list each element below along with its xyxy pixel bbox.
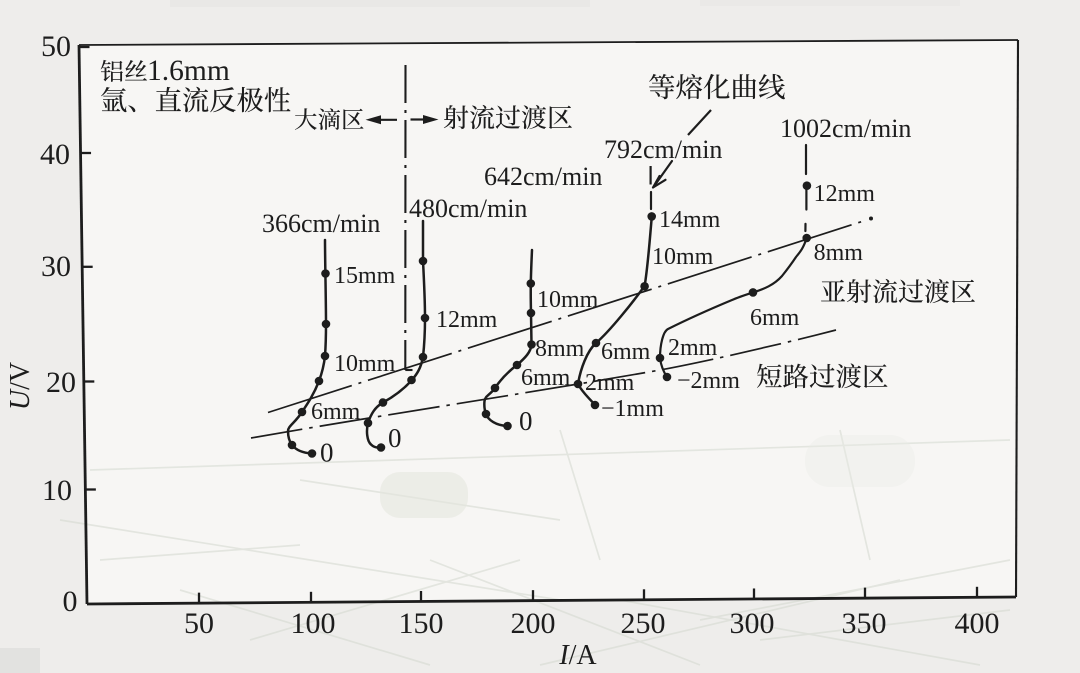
svg-text:0: 0: [63, 585, 78, 618]
svg-text:2mm: 2mm: [585, 370, 635, 396]
svg-text:15mm: 15mm: [334, 263, 396, 289]
svg-text:10mm: 10mm: [334, 351, 396, 377]
svg-text:14mm: 14mm: [659, 207, 721, 233]
svg-text:150: 150: [399, 607, 444, 640]
svg-text:1.6mm: 1.6mm: [147, 55, 230, 87]
svg-text:6mm: 6mm: [601, 339, 651, 365]
svg-text:1002cm/min: 1002cm/min: [780, 114, 911, 143]
svg-text:10mm: 10mm: [652, 244, 714, 270]
svg-text:200: 200: [511, 607, 556, 640]
svg-text:366cm/min: 366cm/min: [262, 209, 380, 238]
svg-text:12mm: 12mm: [436, 307, 498, 333]
svg-text:I/A: I/A: [558, 640, 597, 671]
svg-text:U/V: U/V: [5, 362, 36, 410]
svg-text:480cm/min: 480cm/min: [409, 194, 527, 223]
svg-text:−2mm: −2mm: [677, 368, 740, 394]
svg-text:100: 100: [291, 607, 336, 640]
svg-text:30: 30: [41, 250, 71, 283]
svg-text:10mm: 10mm: [537, 287, 599, 313]
svg-text:0: 0: [320, 438, 334, 468]
svg-text:642cm/min: 642cm/min: [484, 162, 602, 191]
svg-text:6mm: 6mm: [750, 305, 800, 331]
svg-text:8mm: 8mm: [535, 336, 585, 362]
svg-text:250: 250: [621, 607, 666, 640]
svg-text:20: 20: [46, 366, 76, 399]
svg-text:50: 50: [41, 30, 71, 63]
svg-text:6mm: 6mm: [521, 365, 571, 391]
svg-text:6mm: 6mm: [311, 399, 361, 425]
svg-text:8mm: 8mm: [814, 240, 864, 266]
svg-text:−1mm: −1mm: [601, 396, 664, 422]
svg-text:40: 40: [40, 138, 70, 171]
svg-text:0: 0: [388, 423, 402, 453]
svg-text:400: 400: [955, 607, 1000, 640]
svg-text:300: 300: [730, 607, 775, 640]
svg-text:792cm/min: 792cm/min: [604, 135, 722, 164]
svg-text:12mm: 12mm: [814, 181, 876, 207]
svg-text:50: 50: [184, 607, 214, 640]
svg-text:0: 0: [519, 406, 533, 436]
svg-text:2mm: 2mm: [668, 335, 718, 361]
svg-text:350: 350: [842, 607, 887, 640]
svg-text:10: 10: [42, 474, 72, 507]
